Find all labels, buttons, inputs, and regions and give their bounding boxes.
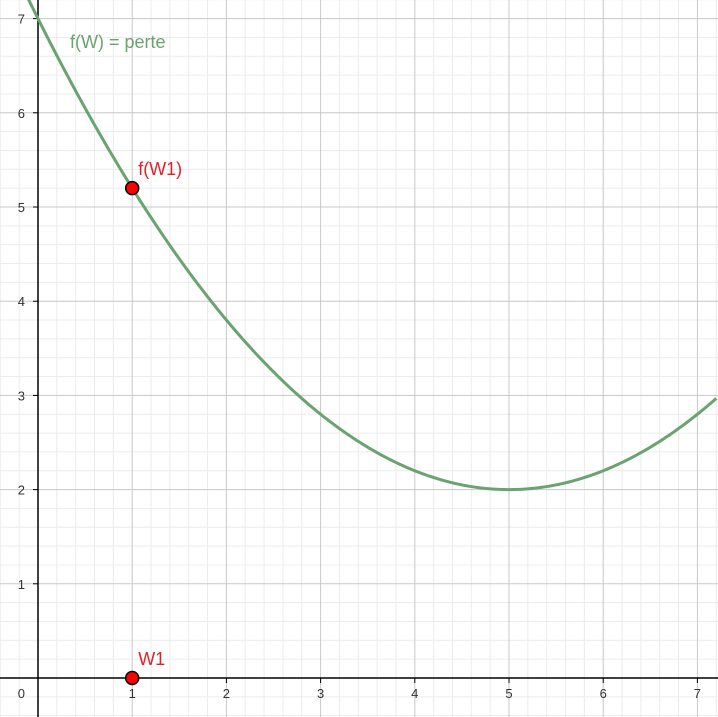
x-tick-label: 3 [317, 686, 324, 701]
series-label: f(W) = perte [70, 32, 166, 52]
series-layer: f(W) = perte [0, 0, 718, 492]
x-tick-label: 7 [694, 686, 701, 701]
x-tick-label: 2 [223, 686, 230, 701]
x-tick-label: 6 [600, 686, 607, 701]
y-tick-label: 1 [18, 577, 25, 592]
y-tick-label: 3 [18, 388, 25, 403]
tick-labels: 1 2 3 4 5 6 7 1 2 3 4 5 6 7 0 [18, 12, 701, 701]
origin-label: 0 [18, 686, 25, 701]
point-w1[interactable] [124, 670, 140, 686]
y-tick-label: 2 [18, 483, 25, 498]
point-label: f(W1) [138, 159, 182, 179]
points-layer: f(W1) W1 [124, 159, 182, 686]
y-tick-label: 4 [18, 294, 25, 309]
y-tick-label: 7 [18, 12, 25, 27]
x-tick-label: 5 [505, 686, 512, 701]
series-line-perte[interactable] [0, 0, 718, 492]
y-tick-label: 6 [18, 106, 25, 121]
y-tick-label: 5 [18, 200, 25, 215]
point-label: W1 [138, 649, 165, 669]
x-tick-label: 1 [129, 686, 136, 701]
x-tick-label: 4 [411, 686, 418, 701]
point-f-w1[interactable] [124, 180, 140, 196]
